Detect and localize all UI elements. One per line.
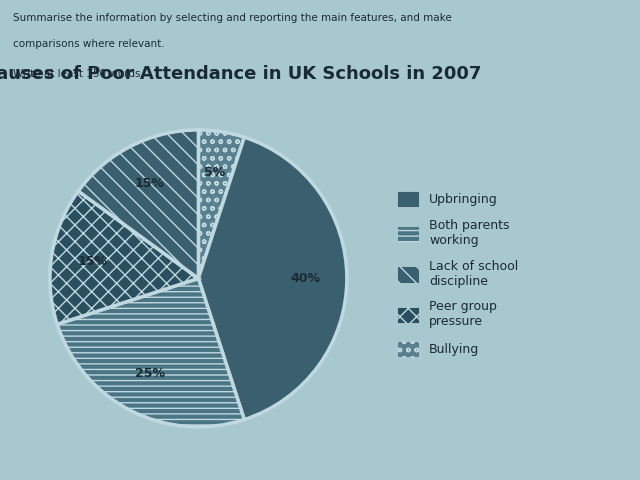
Wedge shape <box>50 191 198 324</box>
Text: 40%: 40% <box>291 272 320 285</box>
Wedge shape <box>57 278 244 427</box>
Text: 15%: 15% <box>78 255 108 268</box>
Text: Write at least 150 words.: Write at least 150 words. <box>13 69 143 79</box>
Wedge shape <box>198 137 347 420</box>
Text: Causes of Poor Attendance in UK Schools in 2007: Causes of Poor Attendance in UK Schools … <box>0 65 481 83</box>
Text: 5%: 5% <box>205 166 226 180</box>
Text: Summarise the information by selecting and reporting the main features, and make: Summarise the information by selecting a… <box>13 13 452 23</box>
Text: 25%: 25% <box>135 367 165 380</box>
Text: comparisons where relevant.: comparisons where relevant. <box>13 39 164 49</box>
Legend: Upbringing, Both parents
working, Lack of school
discipline, Peer group
pressure: Upbringing, Both parents working, Lack o… <box>390 184 525 363</box>
Wedge shape <box>78 130 198 278</box>
Wedge shape <box>198 130 244 278</box>
Text: 15%: 15% <box>135 177 165 190</box>
